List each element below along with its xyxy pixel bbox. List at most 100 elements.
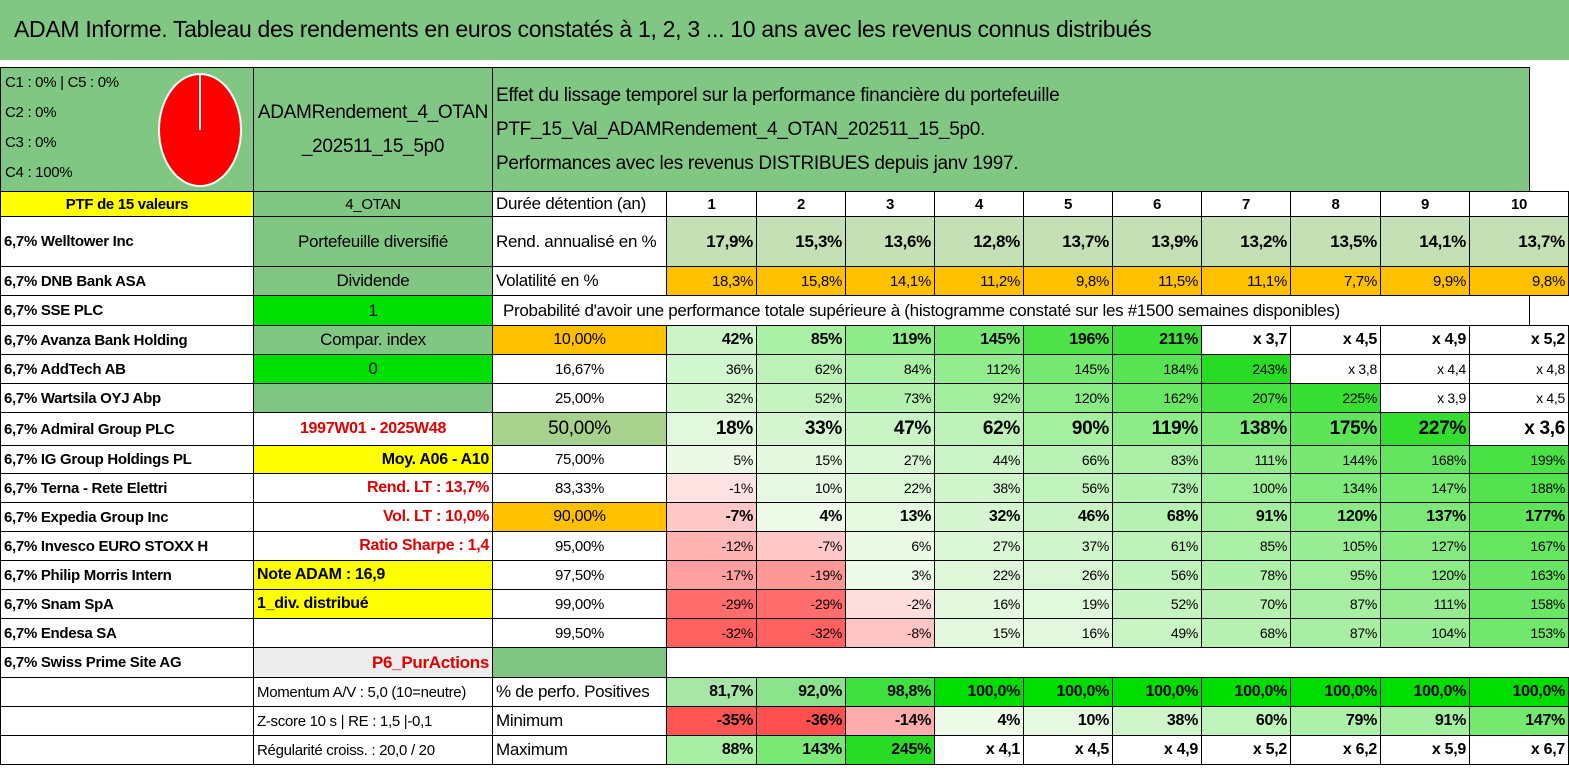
- table-row: 6,7% Philip Morris Intern Note ADAM : 16,…: [0, 560, 1569, 590]
- probability-level: 10,00%: [492, 325, 667, 355]
- probability-value: 87%: [1290, 618, 1381, 648]
- probability-value: 37%: [1023, 531, 1113, 561]
- holding-label: 6,7% Philip Morris Intern: [0, 560, 254, 590]
- max-label: Maximum: [492, 735, 667, 765]
- minimum-value: 4%: [934, 706, 1024, 736]
- probability-value: 32%: [666, 383, 757, 413]
- vol-label: Volatilité en %: [492, 266, 667, 296]
- probability-value: 15%: [756, 445, 846, 474]
- probability-value: 225%: [1290, 383, 1381, 413]
- probability-value: 32%: [934, 502, 1024, 532]
- probability-value: -12%: [666, 531, 757, 561]
- probability-value: x 4,8: [1469, 354, 1569, 384]
- probability-value: 199%: [1469, 445, 1569, 474]
- holding-label: 6,7% Invesco EURO STOXX H: [0, 531, 254, 561]
- holding-label: 6,7% DNB Bank ASA: [0, 266, 254, 296]
- empty-cell: [0, 677, 254, 707]
- probability-value: 145%: [1023, 354, 1113, 384]
- vol-value: 11,2%: [934, 266, 1024, 296]
- probability-value: 70%: [1201, 589, 1291, 619]
- probability-value: -29%: [666, 589, 757, 619]
- dividende-label: Dividende: [253, 266, 493, 296]
- div-label: 1_div. distribué: [253, 589, 493, 619]
- one-label: 1: [253, 295, 493, 326]
- maximum-value: x 6,7: [1469, 735, 1569, 765]
- rend-value: 13,7%: [1469, 216, 1569, 267]
- probability-value: 27%: [934, 531, 1024, 561]
- moy-label: Moy. A06 - A10: [253, 445, 493, 474]
- probability-value: x 3,8: [1290, 354, 1381, 384]
- holding-label: 6,7% Terna - Rete Elettri: [0, 473, 254, 503]
- table-row: PTF de 15 valeurs 4_OTAN Durée détention (…: [0, 191, 1569, 217]
- probability-value: -7%: [756, 531, 846, 561]
- probability-value: 49%: [1112, 618, 1202, 648]
- probability-value: 144%: [1290, 445, 1381, 474]
- regularite-label: Régularité croiss. : 20,0 / 20: [253, 735, 493, 765]
- probability-value: 167%: [1469, 531, 1569, 561]
- probability-level: 16,67%: [492, 354, 667, 384]
- holding-label: 6,7% SSE PLC: [0, 295, 254, 326]
- probability-value: 27%: [845, 445, 935, 474]
- momentum-label: Momentum A/V : 5,0 (10=neutre): [253, 677, 493, 707]
- minimum-value: 60%: [1201, 706, 1291, 736]
- probability-value: 18%: [666, 412, 757, 446]
- probability-value: 119%: [1112, 412, 1202, 446]
- allocation-pie-chart: [158, 73, 242, 187]
- rend-value: 13,5%: [1290, 216, 1381, 267]
- probability-value: 38%: [934, 473, 1024, 503]
- rend-lt-label: Rend. LT : 13,7%: [253, 473, 493, 503]
- probability-value: 62%: [756, 354, 846, 384]
- holding-label: 6,7% IG Group Holdings PL: [0, 445, 254, 474]
- probability-value: x 4,9: [1380, 325, 1470, 355]
- probability-level: 75,00%: [492, 445, 667, 474]
- probability-value: 163%: [1469, 560, 1569, 590]
- probability-value: 90%: [1023, 412, 1113, 446]
- legend-line: C3 : 0%: [5, 134, 57, 151]
- probability-value: 211%: [1112, 325, 1202, 355]
- portfolio-code-line2: _202511_15_5p0: [301, 135, 445, 157]
- ptf-label: PTF de 15 valeurs: [0, 191, 254, 217]
- probability-value: 111%: [1201, 445, 1291, 474]
- probability-value: 16%: [934, 589, 1024, 619]
- positive-value: 100,0%: [1201, 677, 1291, 707]
- minimum-value: -14%: [845, 706, 935, 736]
- probability-value: -2%: [845, 589, 935, 619]
- minimum-value: 79%: [1290, 706, 1381, 736]
- probability-value: 87%: [1290, 589, 1381, 619]
- table-row: Z-score 10 s | RE : 1,5 |-0,1 Minimum -35%…: [0, 706, 1569, 736]
- probability-level: 50,00%: [492, 412, 667, 446]
- note-adam-label: Note ADAM : 16,9: [253, 560, 493, 590]
- pos-label: % de perfo. Positives: [492, 677, 667, 707]
- probability-value: 44%: [934, 445, 1024, 474]
- probability-value: 137%: [1380, 502, 1470, 532]
- zscore-label: Z-score 10 s | RE : 1,5 |-0,1: [253, 706, 493, 736]
- legend-line: C4 : 100%: [5, 164, 73, 181]
- minimum-value: 91%: [1380, 706, 1470, 736]
- probability-value: 168%: [1380, 445, 1470, 474]
- table-row: 6,7% Admiral Group PLC 1997W01 - 2025W48 5…: [0, 412, 1569, 446]
- table-row: 6,7% Invesco EURO STOXX H Ratio Sharpe : …: [0, 531, 1569, 561]
- probability-value: 4%: [756, 502, 846, 532]
- vol-value: 11,1%: [1201, 266, 1291, 296]
- year-header: 4: [934, 191, 1024, 217]
- vol-value: 11,5%: [1112, 266, 1202, 296]
- probability-value: x 3,6: [1469, 412, 1569, 446]
- probability-value: 120%: [1380, 560, 1470, 590]
- minimum-value: 147%: [1469, 706, 1569, 736]
- positive-value: 92,0%: [756, 677, 846, 707]
- vol-lt-label: Vol. LT : 10,0%: [253, 502, 493, 532]
- legend-line: C2 : 0%: [5, 104, 57, 121]
- table-row: Momentum A/V : 5,0 (10=neutre)% de perfo…: [0, 677, 1569, 707]
- year-header: 10: [1469, 191, 1569, 217]
- probability-value: 68%: [1201, 618, 1291, 648]
- rend-value: 13,2%: [1201, 216, 1291, 267]
- rend-value: 14,1%: [1380, 216, 1470, 267]
- table-row: 6,7% Snam SpA 1_div. distribué 99,00% -29% -…: [0, 589, 1569, 619]
- probability-value: 177%: [1469, 502, 1569, 532]
- holding-label: 6,7% Snam SpA: [0, 589, 254, 619]
- probability-value: 73%: [1112, 473, 1202, 503]
- probability-value: 104%: [1380, 618, 1470, 648]
- probability-value: 95%: [1290, 560, 1381, 590]
- probability-value: x 3,9: [1380, 383, 1470, 413]
- probability-value: 120%: [1290, 502, 1381, 532]
